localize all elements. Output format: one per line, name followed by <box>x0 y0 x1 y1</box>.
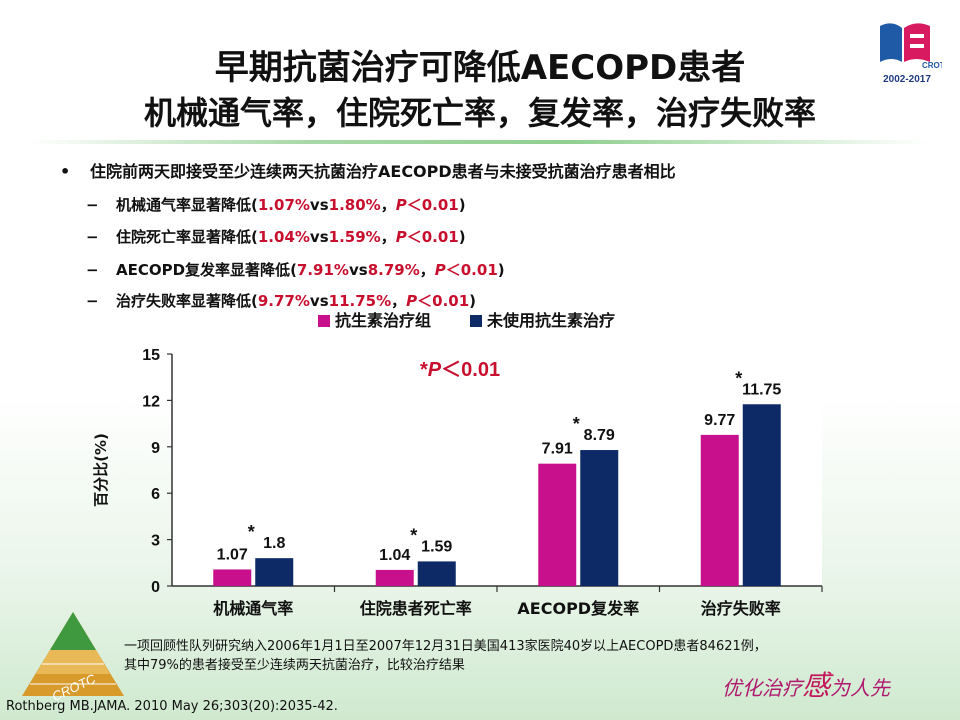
subpoint-paren: ) <box>458 196 466 214</box>
slide-title-line2: 机械通气率，住院死亡率，复发率，治疗失败率 <box>143 94 816 132</box>
subpoint-p: P <box>434 261 446 279</box>
main-bullet-text: 住院前两天即接受至少连续两天抗菌治疗AECOPD患者与未接受抗菌治疗患者相比 <box>90 162 676 181</box>
bullet-dot: • <box>60 162 71 181</box>
y-tick-label: 15 <box>142 347 160 364</box>
subpoint-paren: ) <box>469 292 477 310</box>
subpoint: − AECOPD复发率显著降低(7.91%vs8.79%，P＜0.01) <box>86 259 505 280</box>
x-category-label: 治疗失败率 <box>701 599 781 618</box>
citation: Rothberg MB.JAMA. 2010 May 26;303(20):20… <box>6 699 338 714</box>
footnote-line1: 一项回顾性队列研究纳入2006年1月1日至2007年12月31日美国413家医院… <box>124 639 767 654</box>
subpoint: − 机械通气率显著降低(1.07%vs1.80%，P＜0.01) <box>86 194 466 215</box>
legend-swatch <box>318 315 330 327</box>
subpoint-comma: ， <box>380 228 396 246</box>
bar-value-label: 1.07 <box>217 546 248 563</box>
slogan-before: 优化治疗 <box>722 676 802 700</box>
y-tick-label: 0 <box>151 579 160 596</box>
subpoint-paren: ( <box>290 261 297 279</box>
bar-value-label: 1.8 <box>263 535 285 552</box>
bar-value-label: 1.04 <box>379 547 410 564</box>
subpoint-p-value: ＜0.01 <box>417 292 470 310</box>
subpoint: − 治疗失败率显著降低(9.77%vs11.75%，P＜0.01) <box>86 290 476 311</box>
logo-years: 2002-2017 <box>883 74 931 85</box>
subpoint-text: 住院死亡率显著降低 <box>116 228 252 246</box>
p-value-annotation: *P＜0.01 <box>420 359 500 381</box>
subpoint-paren: ( <box>251 228 258 246</box>
subpoint-value-treated: 9.77% <box>257 292 310 310</box>
main-bullet: • 住院前两天即接受至少连续两天抗菌治疗AECOPD患者与未接受抗菌治疗患者相比 <box>60 158 676 182</box>
bar-value-label: 11.75 <box>742 381 781 398</box>
title-divider <box>30 140 930 144</box>
subpoint-paren: ) <box>497 261 505 279</box>
subpoint-value-untreated: 1.59% <box>328 228 381 246</box>
subpoint-p: P <box>395 228 407 246</box>
bar-treated <box>700 434 739 586</box>
footnote-line2: 其中79%的患者接受至少连续两天抗菌治疗，比较治疗结果 <box>124 658 465 673</box>
slogan-big-char: 感 <box>802 669 831 702</box>
legend-label: 未使用抗生素治疗 <box>486 311 615 330</box>
bar-value-label: 1.59 <box>421 538 452 555</box>
bar-untreated <box>580 450 619 586</box>
slogan: 优化治疗感为人先 <box>722 664 890 704</box>
y-tick-label: 6 <box>151 486 160 503</box>
significance-star: * <box>410 525 417 545</box>
logo-text: CROTC <box>922 61 942 70</box>
subpoint-paren: ( <box>251 196 258 214</box>
bar-value-label: 8.79 <box>584 427 615 444</box>
subpoint-dash: − <box>86 261 99 279</box>
subpoint-value-untreated: 1.80% <box>328 196 381 214</box>
subpoint-value-treated: 1.07% <box>257 196 310 214</box>
subpoint-dash: − <box>86 292 99 310</box>
significance-star: * <box>573 414 580 434</box>
subpoint-dash: − <box>86 228 99 246</box>
subpoint-comma: ， <box>419 261 435 279</box>
legend-label: 抗生素治疗组 <box>335 311 431 330</box>
bar-untreated <box>255 558 294 586</box>
significance-star: * <box>735 368 742 388</box>
y-axis-label: 百分比(%) <box>92 433 110 507</box>
x-category-label: AECOPD复发率 <box>517 599 639 618</box>
subpoint-dash: − <box>86 196 99 214</box>
bar-treated <box>538 463 577 586</box>
slide-title-line1: 早期抗菌治疗可降低AECOPD患者 <box>214 48 746 88</box>
subpoint-p: P <box>406 292 418 310</box>
subpoint-vs: vs <box>348 261 368 279</box>
crotc-pyramid-logo: CROTC <box>22 612 124 703</box>
subpoint-p-value: ＜0.01 <box>445 261 498 279</box>
bar-treated <box>213 569 252 586</box>
bar-value-label: 9.77 <box>704 412 735 429</box>
subpoint-vs: vs <box>309 292 329 310</box>
subpoint-paren: ) <box>458 228 466 246</box>
subpoint-paren: ( <box>251 292 258 310</box>
subpoint-p-value: ＜0.01 <box>406 228 459 246</box>
subpoint-comma: ， <box>380 196 396 214</box>
subpoint-value-untreated: 8.79% <box>367 261 420 279</box>
subpoint-value-treated: 7.91% <box>296 261 349 279</box>
y-tick-label: 9 <box>151 440 160 457</box>
subpoint-text: 治疗失败率显著降低 <box>116 292 252 310</box>
subpoint-text: AECOPD复发率显著降低 <box>116 261 291 279</box>
subpoint-p-value: ＜0.01 <box>406 196 459 214</box>
subpoint-vs: vs <box>309 228 329 246</box>
study-footnote: 一项回顾性队列研究纳入2006年1月1日至2007年12月31日美国413家医院… <box>124 637 767 675</box>
subpoint-vs: vs <box>309 196 329 214</box>
subpoint-value-untreated: 11.75% <box>328 292 392 310</box>
bar-untreated <box>742 404 781 586</box>
significance-star: * <box>248 522 255 542</box>
bar-treated <box>375 569 414 586</box>
x-category-label: 机械通气率 <box>213 599 293 618</box>
slogan-after: 为人先 <box>830 676 891 700</box>
subpoint-value-treated: 1.04% <box>257 228 310 246</box>
subpoint-p: P <box>395 196 407 214</box>
x-category-label: 住院患者死亡率 <box>360 599 472 618</box>
crotc-logo: CROTC 2002-2017 <box>880 23 942 85</box>
y-tick-label: 12 <box>142 393 160 410</box>
bar-value-label: 7.91 <box>542 441 573 458</box>
y-tick-label: 3 <box>151 533 160 550</box>
legend-swatch <box>470 315 482 327</box>
subpoint-text: 机械通气率显著降低 <box>116 196 252 214</box>
subpoint: − 住院死亡率显著降低(1.04%vs1.59%，P＜0.01) <box>86 226 466 247</box>
subpoint-comma: ， <box>391 292 407 310</box>
bar-untreated <box>417 561 456 586</box>
